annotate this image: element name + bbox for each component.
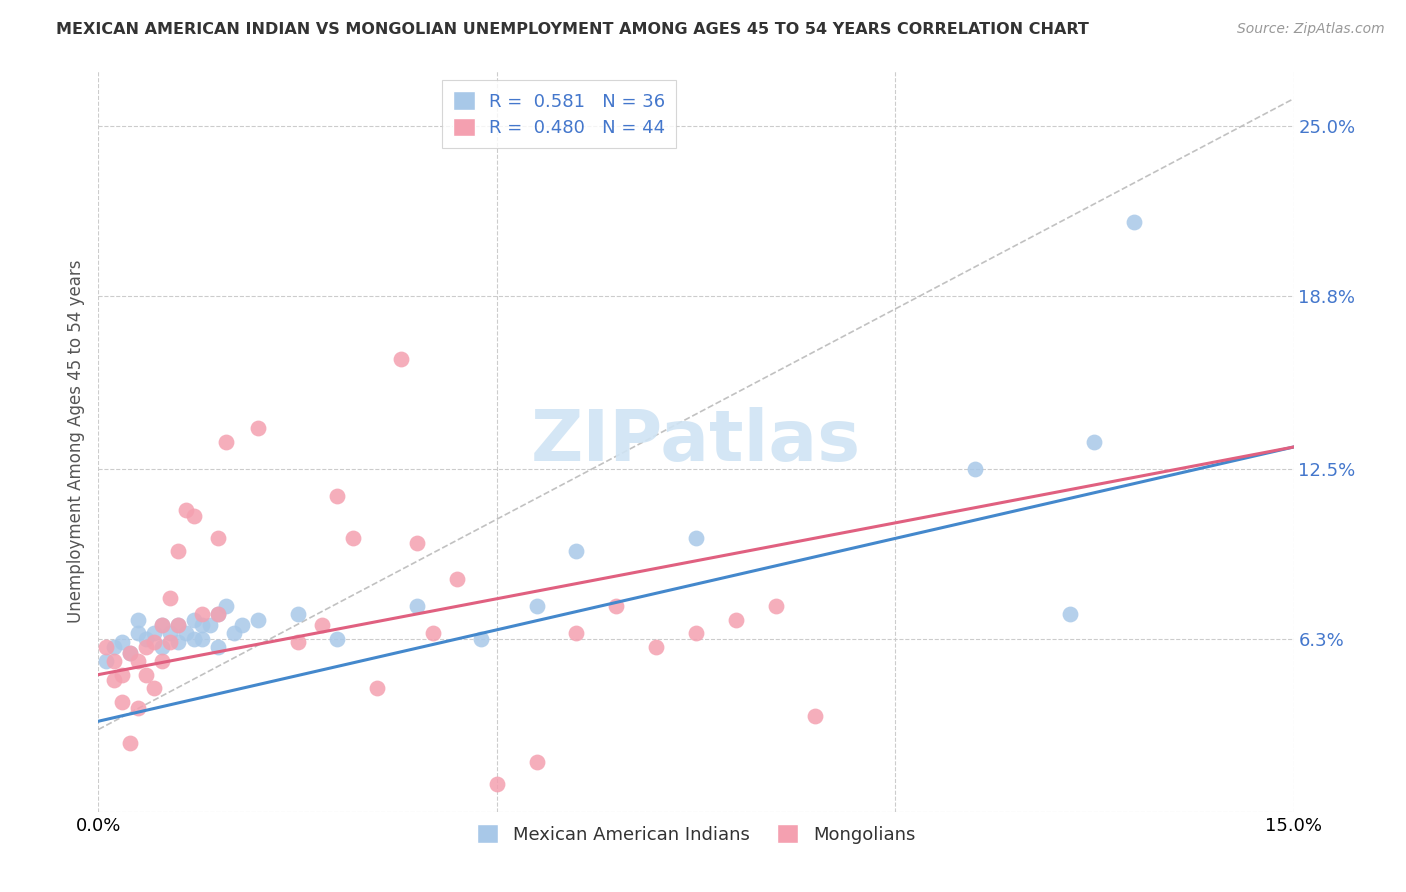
Point	[183, 613, 205, 627]
Point	[963, 462, 986, 476]
Text: MEXICAN AMERICAN INDIAN VS MONGOLIAN UNEMPLOYMENT AMONG AGES 45 TO 54 YEARS CORR: MEXICAN AMERICAN INDIAN VS MONGOLIAN UNE…	[56, 22, 1090, 37]
Point	[485, 777, 508, 791]
Point	[207, 607, 229, 622]
Point	[685, 531, 707, 545]
Point	[605, 599, 627, 613]
Point	[127, 626, 149, 640]
Text: ZIPatlas: ZIPatlas	[531, 407, 860, 476]
Text: Source: ZipAtlas.com: Source: ZipAtlas.com	[1237, 22, 1385, 37]
Point	[135, 667, 157, 681]
Point	[143, 681, 166, 696]
Point	[143, 626, 166, 640]
Point	[111, 695, 134, 709]
Point	[159, 634, 181, 648]
Point	[342, 531, 364, 545]
Point	[207, 531, 229, 545]
Point	[1083, 434, 1105, 449]
Point	[103, 654, 125, 668]
Point	[135, 640, 157, 655]
Point	[96, 654, 118, 668]
Point	[111, 667, 134, 681]
Point	[311, 618, 333, 632]
Point	[103, 673, 125, 687]
Point	[167, 634, 190, 648]
Point	[724, 613, 747, 627]
Point	[246, 421, 269, 435]
Point	[96, 640, 118, 655]
Point	[191, 607, 214, 622]
Point	[215, 434, 238, 449]
Point	[287, 634, 309, 648]
Point	[150, 640, 173, 655]
Point	[231, 618, 253, 632]
Point	[127, 654, 149, 668]
Point	[183, 508, 205, 523]
Point	[645, 640, 668, 655]
Point	[183, 632, 205, 646]
Point	[389, 352, 412, 367]
Point	[326, 489, 349, 503]
Point	[565, 626, 588, 640]
Point	[167, 618, 190, 632]
Point	[159, 591, 181, 605]
Point	[1123, 215, 1146, 229]
Legend: Mexican American Indians, Mongolians: Mexican American Indians, Mongolians	[470, 817, 922, 851]
Y-axis label: Unemployment Among Ages 45 to 54 years: Unemployment Among Ages 45 to 54 years	[66, 260, 84, 624]
Point	[111, 634, 134, 648]
Point	[191, 618, 214, 632]
Point	[565, 544, 588, 558]
Point	[446, 572, 468, 586]
Point	[804, 708, 827, 723]
Point	[470, 632, 492, 646]
Point	[406, 599, 429, 613]
Point	[765, 599, 787, 613]
Point	[159, 626, 181, 640]
Point	[422, 626, 444, 640]
Point	[1059, 607, 1081, 622]
Point	[143, 634, 166, 648]
Point	[326, 632, 349, 646]
Point	[167, 618, 190, 632]
Point	[207, 640, 229, 655]
Point	[222, 626, 245, 640]
Point	[150, 618, 173, 632]
Point	[526, 756, 548, 770]
Point	[150, 654, 173, 668]
Point	[127, 613, 149, 627]
Point	[198, 618, 221, 632]
Point	[406, 536, 429, 550]
Point	[120, 646, 142, 660]
Point	[526, 599, 548, 613]
Point	[135, 632, 157, 646]
Point	[127, 700, 149, 714]
Point	[246, 613, 269, 627]
Point	[287, 607, 309, 622]
Point	[120, 646, 142, 660]
Point	[215, 599, 238, 613]
Point	[150, 618, 173, 632]
Point	[174, 626, 197, 640]
Point	[174, 503, 197, 517]
Point	[366, 681, 388, 696]
Point	[191, 632, 214, 646]
Point	[685, 626, 707, 640]
Point	[120, 736, 142, 750]
Point	[103, 640, 125, 655]
Point	[207, 607, 229, 622]
Point	[167, 544, 190, 558]
